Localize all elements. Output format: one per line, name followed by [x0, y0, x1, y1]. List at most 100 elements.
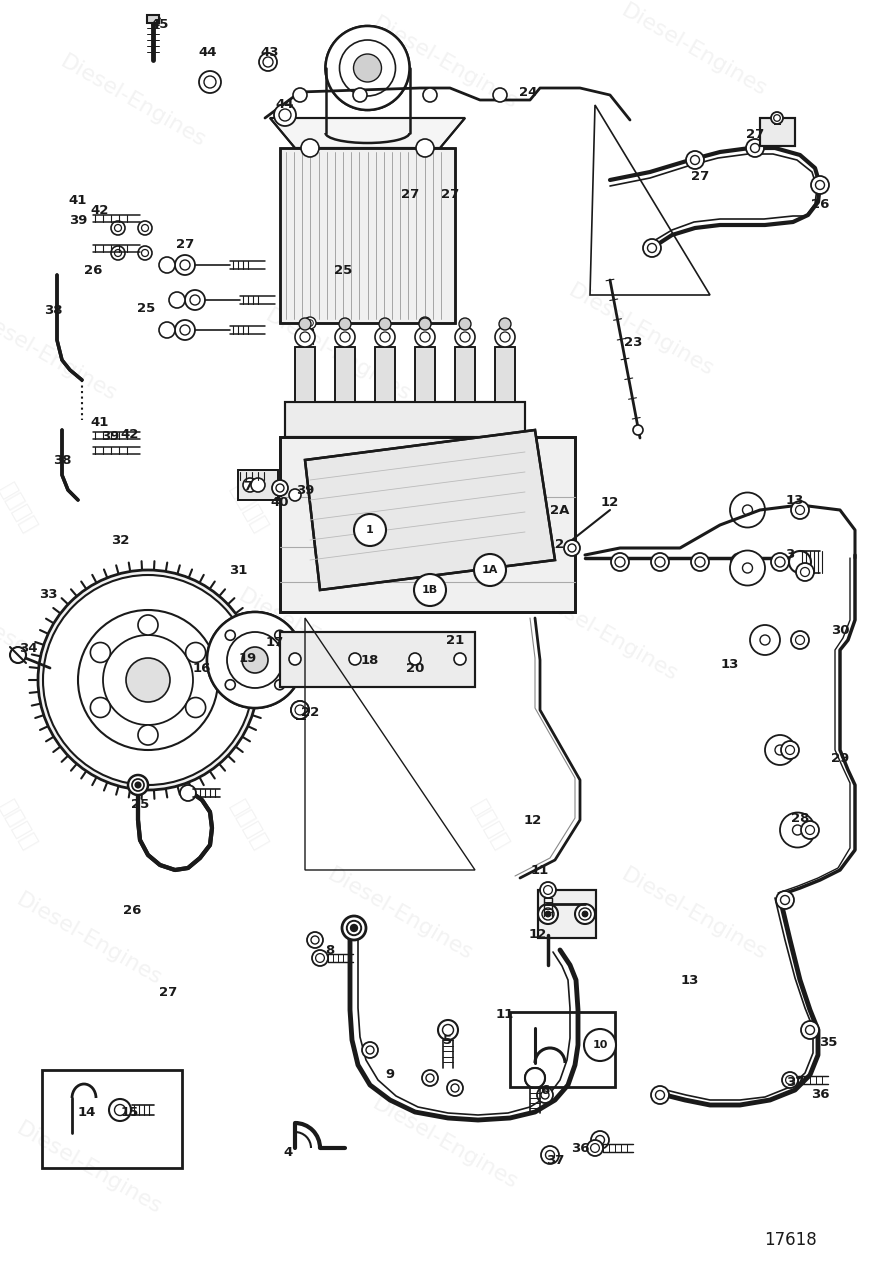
- Circle shape: [115, 1105, 125, 1115]
- Circle shape: [159, 323, 175, 338]
- Circle shape: [537, 1087, 553, 1104]
- Circle shape: [175, 255, 195, 276]
- Circle shape: [742, 563, 753, 573]
- Bar: [375, 347, 395, 403]
- Text: 13: 13: [721, 659, 740, 672]
- Bar: [42, 1071, 182, 1168]
- Circle shape: [175, 320, 195, 340]
- Text: 5: 5: [443, 1034, 452, 1046]
- Text: 20: 20: [406, 662, 425, 674]
- Circle shape: [775, 745, 785, 754]
- Text: 8: 8: [326, 944, 335, 956]
- Circle shape: [455, 326, 475, 347]
- Circle shape: [316, 954, 324, 963]
- Circle shape: [109, 1099, 131, 1121]
- Circle shape: [460, 331, 470, 342]
- Circle shape: [451, 1085, 459, 1092]
- Circle shape: [379, 318, 391, 330]
- Text: 7: 7: [244, 480, 253, 494]
- Text: Diesel-Engines: Diesel-Engines: [618, 865, 771, 964]
- Circle shape: [771, 552, 789, 572]
- Text: 22: 22: [301, 706, 320, 719]
- Circle shape: [351, 925, 358, 931]
- Circle shape: [776, 892, 794, 909]
- Circle shape: [611, 552, 629, 572]
- Circle shape: [544, 885, 553, 894]
- Circle shape: [579, 908, 591, 919]
- Circle shape: [546, 911, 551, 917]
- Circle shape: [633, 425, 643, 436]
- Circle shape: [227, 632, 283, 688]
- Bar: [335, 347, 355, 403]
- Text: 11: 11: [496, 1008, 514, 1021]
- Circle shape: [375, 326, 395, 347]
- Circle shape: [159, 257, 175, 273]
- Text: 34: 34: [19, 641, 37, 654]
- Circle shape: [291, 701, 309, 719]
- Circle shape: [525, 1068, 545, 1088]
- Circle shape: [546, 1151, 554, 1160]
- Circle shape: [584, 1029, 616, 1060]
- Text: 12: 12: [601, 497, 619, 509]
- Circle shape: [500, 331, 510, 342]
- Circle shape: [349, 653, 361, 665]
- Circle shape: [242, 646, 268, 673]
- Circle shape: [91, 643, 110, 663]
- Circle shape: [587, 1140, 603, 1156]
- Circle shape: [362, 1041, 378, 1058]
- Text: 12: 12: [524, 814, 542, 827]
- Text: 44: 44: [276, 99, 295, 112]
- Circle shape: [796, 635, 805, 644]
- Circle shape: [274, 104, 296, 126]
- Circle shape: [800, 568, 810, 577]
- Circle shape: [730, 493, 765, 527]
- Circle shape: [419, 318, 431, 330]
- Circle shape: [414, 574, 446, 606]
- Circle shape: [307, 320, 313, 326]
- Text: 13: 13: [681, 974, 700, 987]
- Circle shape: [691, 155, 700, 165]
- Circle shape: [442, 1025, 454, 1035]
- Circle shape: [251, 478, 265, 491]
- Circle shape: [126, 658, 170, 702]
- Text: 39: 39: [295, 484, 314, 497]
- Text: Diesel-Engines: Diesel-Engines: [262, 306, 415, 405]
- Text: 37: 37: [546, 1153, 564, 1167]
- Text: 38: 38: [44, 304, 62, 316]
- Text: 15: 15: [121, 1105, 139, 1119]
- Text: 27: 27: [441, 188, 459, 202]
- Text: 9: 9: [385, 1068, 394, 1082]
- Circle shape: [295, 705, 305, 715]
- Text: 10: 10: [593, 1040, 608, 1050]
- Text: 12: 12: [529, 928, 547, 941]
- Circle shape: [326, 25, 409, 110]
- Circle shape: [138, 246, 152, 260]
- Text: Diesel-Engines: Diesel-Engines: [57, 52, 210, 151]
- Circle shape: [312, 950, 328, 966]
- Circle shape: [43, 575, 253, 785]
- Text: 30: 30: [830, 624, 849, 636]
- Circle shape: [142, 249, 149, 257]
- Circle shape: [792, 826, 803, 834]
- Circle shape: [416, 138, 434, 157]
- Circle shape: [300, 331, 310, 342]
- Bar: [295, 347, 315, 403]
- Circle shape: [541, 1091, 549, 1099]
- Bar: [375, 347, 395, 403]
- Text: 44: 44: [198, 46, 217, 58]
- Circle shape: [180, 325, 190, 335]
- Circle shape: [132, 779, 144, 791]
- Bar: [455, 347, 475, 403]
- Text: 21: 21: [446, 634, 464, 646]
- Bar: [280, 149, 455, 323]
- Bar: [285, 403, 525, 437]
- Circle shape: [111, 221, 125, 235]
- Text: Diesel-Engines: Diesel-Engines: [368, 1093, 522, 1193]
- Text: 18: 18: [360, 654, 379, 667]
- Bar: [455, 347, 475, 403]
- Text: 27: 27: [400, 188, 419, 202]
- Circle shape: [259, 53, 277, 71]
- Text: 23: 23: [624, 335, 643, 348]
- Text: 1: 1: [366, 525, 374, 535]
- Circle shape: [326, 25, 409, 110]
